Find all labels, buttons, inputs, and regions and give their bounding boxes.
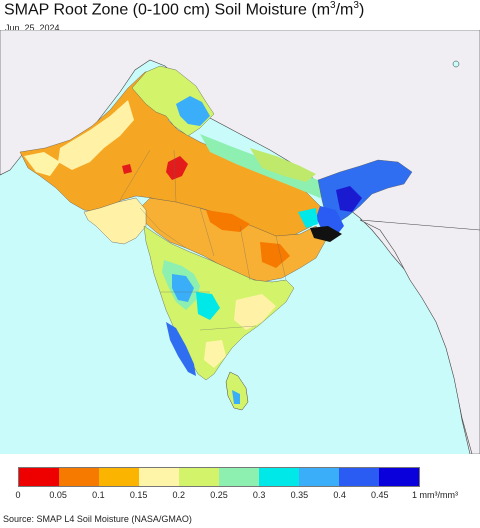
legend-tick-label: 0 <box>15 490 21 500</box>
legend-unit: 1 mm³/mm³ <box>412 490 458 500</box>
south-yellow <box>204 340 226 368</box>
legend-swatch <box>179 468 219 486</box>
legend-tick-label: 0.15 <box>129 490 148 500</box>
gujarat-region <box>83 197 147 245</box>
legend-tick-label: 0.2 <box>172 490 186 500</box>
legend-tick-label: 0.35 <box>290 490 309 500</box>
color-legend <box>18 467 420 487</box>
small-island <box>452 60 460 68</box>
map-date: Jun. 25, 2024 <box>5 23 60 33</box>
east-coast-yellow <box>234 294 276 330</box>
legend-ticks: 0 0.05 0.1 0.15 0.2 0.25 0.3 0.35 0.4 0.45 <box>0 490 480 504</box>
nepal-bhutan-green <box>250 148 316 182</box>
legend-tick-label: 0.45 <box>371 490 389 500</box>
kashmir-blue <box>176 96 210 126</box>
legend-swatch <box>299 468 339 486</box>
internal-borders <box>119 149 287 331</box>
west-bengal-cyan <box>298 208 318 228</box>
east-orange <box>260 242 290 268</box>
central-dark-orange <box>206 210 250 232</box>
baluchistan-light <box>24 152 60 176</box>
legend-tick-label: 0.3 <box>252 490 266 500</box>
sri-lanka <box>225 371 249 411</box>
deccan-cyan <box>196 292 220 320</box>
soil-moisture-map <box>0 30 480 454</box>
legend-swatch <box>19 468 59 486</box>
southwest-coast-blue <box>166 322 196 376</box>
very-dry-patch-2 <box>122 164 132 174</box>
source-caption: Source: SMAP L4 Soil Moisture (NASA/GMAO… <box>3 514 192 524</box>
legend-swatch <box>59 468 99 486</box>
thar-light <box>58 100 134 170</box>
deccan-blue <box>172 274 194 302</box>
legend-tick-label: 0.1 <box>92 490 105 500</box>
land-east <box>359 219 480 454</box>
legend-swatch <box>259 468 299 486</box>
northeast-dark-blue <box>336 186 362 212</box>
legend-tick-label: 0.4 <box>333 490 346 500</box>
legend-swatch <box>99 468 139 486</box>
map-title: SMAP Root Zone (0-100 cm) Soil Moisture … <box>4 0 365 19</box>
legend-tick-label: 0.05 <box>49 490 67 500</box>
very-dry-patch <box>166 156 188 180</box>
sri-lanka-blue <box>232 390 240 404</box>
legend-swatch <box>379 468 419 486</box>
legend-swatch <box>139 468 179 486</box>
legend-tick-label: 0.25 <box>210 490 228 500</box>
legend-swatch <box>219 468 259 486</box>
bangladesh-delta <box>310 226 342 242</box>
legend-swatch <box>339 468 379 486</box>
